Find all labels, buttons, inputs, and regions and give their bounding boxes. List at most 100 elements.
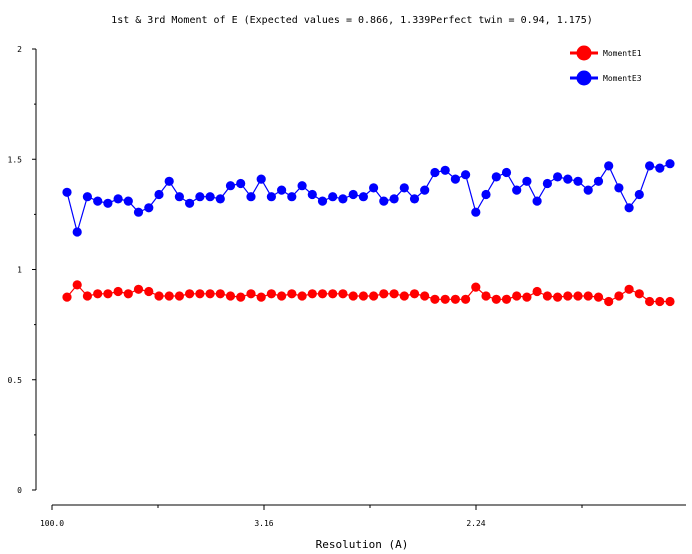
data-point: [461, 170, 471, 180]
data-point: [655, 296, 665, 307]
data-point: [328, 192, 338, 202]
data-point: [256, 174, 266, 184]
data-point: [542, 178, 553, 189]
data-point: [471, 282, 481, 292]
data-point: [624, 203, 634, 213]
data-point: [144, 203, 154, 213]
y-tick-label: 0: [17, 486, 22, 495]
data-point: [512, 185, 522, 195]
data-point: [72, 280, 82, 290]
data-point: [563, 291, 573, 301]
data-point: [103, 198, 113, 208]
legend-marker: [576, 45, 592, 61]
data-point: [266, 192, 276, 202]
data-point: [634, 189, 644, 200]
data-point: [317, 289, 328, 299]
data-point: [645, 161, 655, 171]
data-point: [236, 178, 246, 189]
data-point: [133, 284, 144, 294]
data-point: [614, 183, 624, 193]
data-point: [430, 167, 440, 178]
data-point: [185, 289, 195, 299]
y-tick-label: 0.5: [8, 376, 23, 385]
data-point: [522, 292, 532, 302]
data-point: [225, 291, 236, 301]
data-point: [369, 291, 379, 301]
data-point: [205, 289, 215, 299]
data-point: [103, 289, 113, 299]
data-point: [174, 192, 184, 202]
data-point: [389, 194, 399, 204]
data-point: [287, 289, 297, 299]
data-point: [348, 189, 358, 200]
data-point: [236, 292, 246, 302]
data-point: [195, 192, 205, 202]
data-point: [614, 291, 624, 301]
data-point: [532, 196, 542, 206]
data-point: [583, 291, 593, 301]
x-tick-label: 100.0: [40, 519, 64, 528]
series-MomentE3: [62, 159, 675, 237]
data-point: [461, 294, 471, 304]
data-point: [399, 183, 409, 193]
chart-title: 1st & 3rd Moment of E (Expected values =…: [111, 15, 593, 26]
data-point: [195, 289, 205, 299]
data-point: [501, 294, 512, 304]
y-tick-label: 1: [17, 266, 22, 275]
data-point: [307, 189, 317, 200]
data-point: [420, 291, 430, 301]
data-point: [379, 196, 389, 206]
data-point: [604, 161, 614, 171]
data-point: [512, 291, 522, 301]
data-point: [430, 294, 440, 304]
data-point: [164, 176, 174, 186]
data-point: [573, 291, 583, 301]
data-point: [113, 194, 123, 204]
data-point: [440, 294, 450, 304]
data-point: [593, 292, 604, 302]
data-point: [72, 227, 82, 237]
y-tick-label: 2: [17, 45, 22, 54]
data-point: [501, 167, 512, 178]
x-tick-label: 3.16: [254, 519, 273, 528]
data-point: [93, 196, 103, 206]
data-point: [246, 289, 256, 299]
data-point: [307, 289, 317, 299]
data-point: [123, 289, 133, 299]
data-point: [154, 291, 164, 301]
data-point: [624, 284, 634, 294]
data-point: [583, 185, 593, 195]
data-point: [185, 198, 195, 208]
series-MomentE1: [62, 280, 675, 307]
data-point: [593, 176, 604, 186]
data-point: [420, 185, 430, 195]
data-point: [379, 289, 389, 299]
data-point: [409, 194, 420, 204]
data-point: [338, 289, 348, 299]
data-point: [358, 291, 368, 301]
data-point: [563, 174, 573, 184]
data-point: [481, 189, 491, 200]
data-point: [399, 291, 409, 301]
series-layer: [62, 159, 675, 307]
data-point: [450, 294, 460, 304]
data-point: [144, 286, 154, 297]
data-point: [481, 291, 491, 301]
legend-marker: [576, 70, 592, 86]
data-point: [328, 289, 338, 299]
data-point: [215, 289, 225, 299]
data-point: [573, 176, 583, 186]
legend-label: MomentE1: [603, 49, 642, 58]
data-point: [164, 291, 174, 301]
data-point: [665, 159, 675, 169]
data-point: [62, 292, 72, 302]
data-point: [297, 181, 307, 191]
data-point: [256, 292, 266, 302]
data-point: [317, 196, 328, 206]
data-point: [205, 192, 215, 202]
axes: 0 0.5 1 1.5 2 100.0 3.16 2.24: [8, 45, 686, 528]
data-point: [93, 289, 103, 299]
data-point: [358, 192, 368, 202]
data-point: [409, 289, 420, 299]
data-point: [348, 291, 358, 301]
